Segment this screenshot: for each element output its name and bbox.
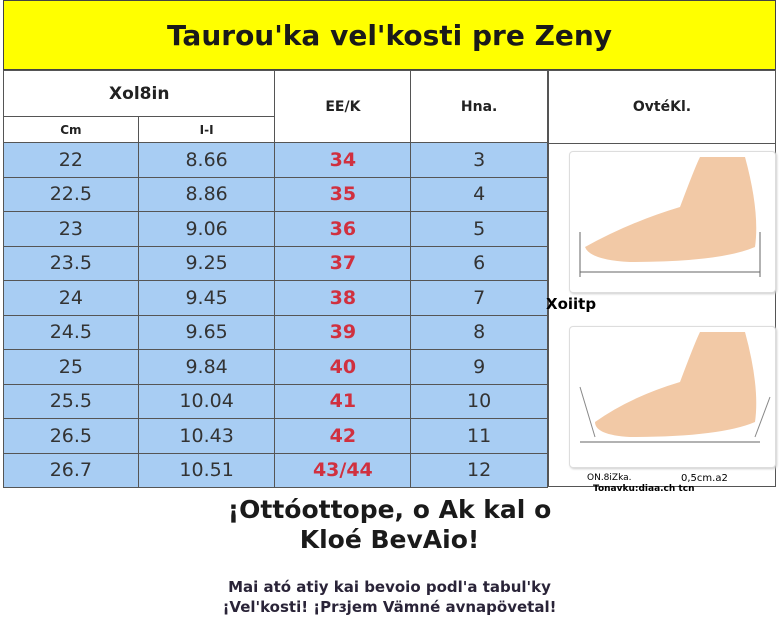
cell-us: 5 [410, 211, 548, 247]
cell-us: 7 [410, 280, 548, 316]
photo-note-2: 0,5cm.a2 [681, 473, 728, 484]
foot-length-image [569, 151, 776, 293]
cell-in: 8.66 [137, 142, 276, 178]
foot-angle-image [569, 326, 776, 468]
cell-cm: 22 [3, 142, 139, 178]
table-row: 26.5 10.43 42 11 [3, 418, 548, 454]
cell-eu: 39 [274, 314, 412, 350]
table-row: 25.5 10.04 41 10 [3, 383, 548, 419]
cell-cm: 26.7 [3, 452, 139, 488]
table-row: 25 9.84 40 9 [3, 349, 548, 385]
cell-us: 3 [410, 142, 548, 178]
cell-cm: 25 [3, 349, 139, 385]
cell-cm: 24.5 [3, 314, 139, 350]
cell-in: 10.51 [137, 452, 276, 488]
cell-eu: 42 [274, 418, 412, 454]
cell-cm: 23.5 [3, 245, 139, 281]
footer-line-2: ¡Vel'kosti! ¡Prɜjem Vämné avnapövetal! [222, 598, 557, 616]
header-eu: EE/K [274, 70, 412, 143]
cell-eu: 43/44 [274, 452, 412, 488]
cell-in: 9.65 [137, 314, 276, 350]
header-group: Xol8in [2, 70, 276, 117]
cell-in: 9.45 [137, 280, 276, 316]
photo-note-3: Tonavku:diaa.ch tcn [593, 484, 695, 494]
cell-in: 8.86 [137, 176, 276, 212]
headline-1: ¡Ottóottope, o Ak kal o [227, 495, 552, 524]
header-cm: Cm [3, 116, 139, 143]
cell-eu: 41 [274, 383, 412, 419]
cell-us: 12 [410, 452, 548, 488]
footer-line-1: Mai ató atiy kai bevoio podl'a tabul'ky [228, 578, 551, 596]
cell-eu: 35 [274, 176, 412, 212]
photo-panel: OvtéKl. Xoiitp ON.8iZka. 0,5cm.a2 [546, 70, 776, 487]
table-row: 24 9.45 38 7 [3, 280, 548, 316]
cell-us: 9 [410, 349, 548, 385]
cell-eu: 38 [274, 280, 412, 316]
footer: ¡Ottóottope, o Ak kal o Kloé BevAio! Mai… [3, 487, 776, 627]
cell-in: 9.25 [137, 245, 276, 281]
table-row: 23.5 9.25 37 6 [3, 245, 548, 281]
cell-in: 10.04 [137, 383, 276, 419]
table-row: 22 8.66 34 3 [3, 142, 548, 178]
cell-us: 10 [410, 383, 548, 419]
cell-eu: 36 [274, 211, 412, 247]
cell-cm: 26.5 [3, 418, 139, 454]
cell-cm: 25.5 [3, 383, 139, 419]
table-row: 22.5 8.86 35 4 [3, 176, 548, 212]
header-us: Hna. [410, 70, 548, 143]
table-row: 24.5 9.65 39 8 [3, 314, 548, 350]
cell-in: 9.06 [137, 211, 276, 247]
cell-us: 8 [410, 314, 548, 350]
cell-eu: 34 [274, 142, 412, 178]
cell-eu: 37 [274, 245, 412, 281]
cell-in: 9.84 [137, 349, 276, 385]
table-row: 26.7 10.51 43/44 12 [3, 452, 548, 488]
chart-title: Taurou'ka vel'kosti pre Zeny [3, 0, 776, 70]
header-photo: OvtéKl. [549, 71, 775, 144]
header-in: I-I [137, 116, 276, 143]
cell-us: 6 [410, 245, 548, 281]
cell-eu: 40 [274, 349, 412, 385]
cell-us: 11 [410, 418, 548, 454]
cell-in: 10.43 [137, 418, 276, 454]
cell-us: 4 [410, 176, 548, 212]
table-row: 23 9.06 36 5 [3, 211, 548, 247]
cell-cm: 23 [3, 211, 139, 247]
photo-note-1: ON.8iZka. [587, 473, 632, 483]
headline-2: Kloé BevAio! [299, 525, 480, 554]
cell-cm: 22.5 [3, 176, 139, 212]
cell-cm: 24 [3, 280, 139, 316]
size-table: Xol8in EE/K Hna. Cm I-I 22 8.66 34 3 22.5 8.8… [2, 70, 548, 488]
photo-middle-label: Xoiitp [546, 295, 597, 313]
